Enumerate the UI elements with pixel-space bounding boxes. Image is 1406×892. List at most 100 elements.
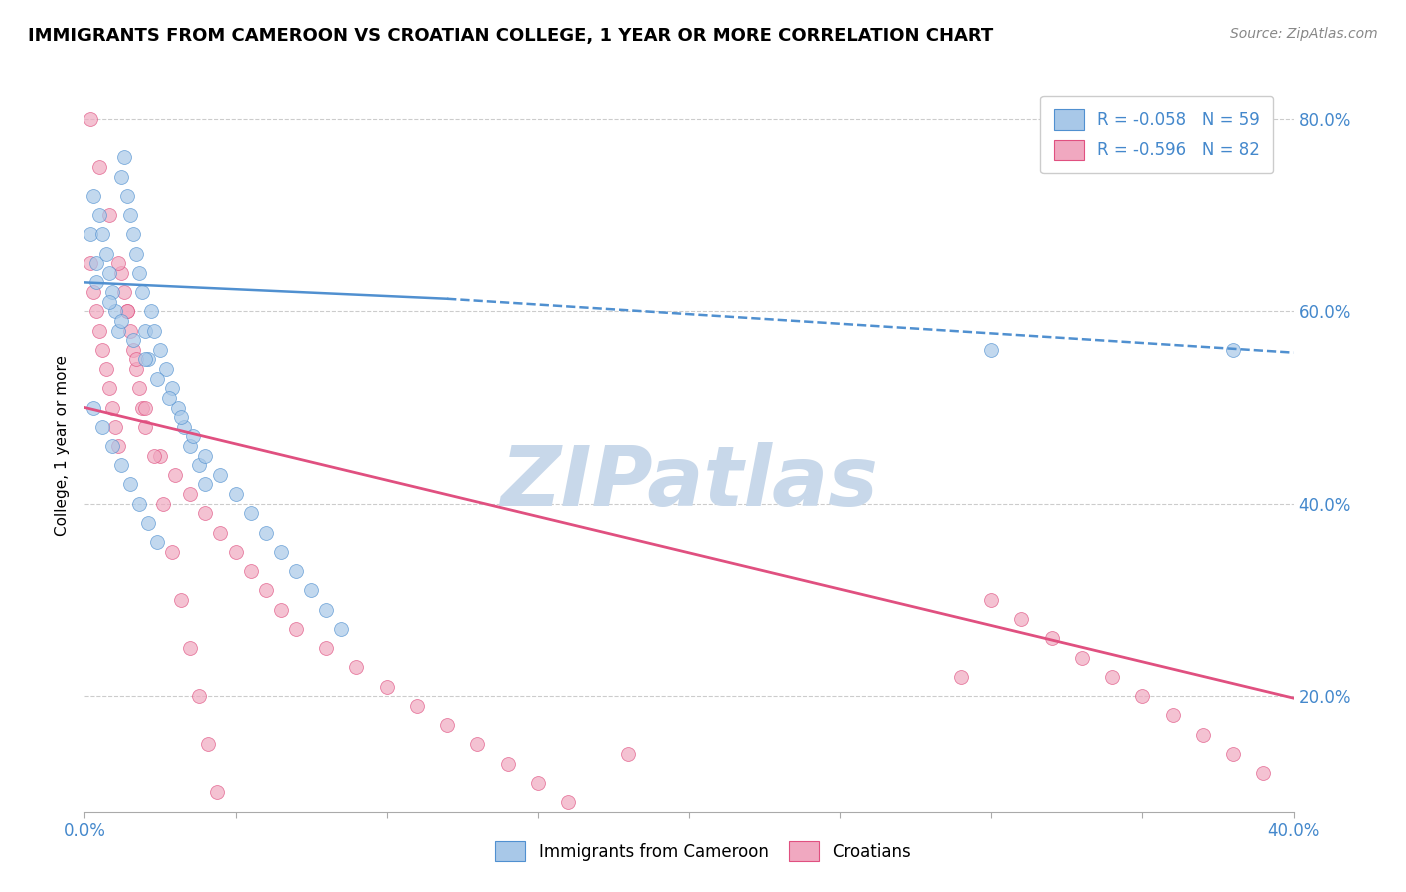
Point (188, 690, 211, 704)
Legend: R = -0.058   N = 59, R = -0.596   N = 82: R = -0.058 N = 59, R = -0.596 N = 82 (1040, 96, 1272, 173)
Point (215, 833, 238, 847)
Point (225, 545, 247, 559)
Point (239, 564, 262, 578)
Point (375, 680, 398, 694)
Point (134, 401, 156, 415)
Point (142, 449, 165, 463)
Point (239, 507, 262, 521)
Point (285, 622, 308, 636)
Point (890, 872, 912, 887)
Point (285, 564, 308, 578)
Point (107, 256, 129, 270)
Point (118, 208, 141, 222)
Point (110, 458, 132, 473)
Point (89, 324, 111, 338)
Point (254, 872, 277, 887)
Point (194, 507, 217, 521)
Text: IMMIGRANTS FROM CAMEROON VS CROATIAN COLLEGE, 1 YEAR OR MORE CORRELATION CHART: IMMIGRANTS FROM CAMEROON VS CROATIAN COL… (28, 27, 994, 45)
Point (769, 872, 792, 887)
Point (173, 419, 195, 434)
Point (799, 872, 821, 887)
Point (225, 853, 247, 867)
Point (299, 583, 322, 598)
Point (950, 670, 973, 684)
Point (134, 324, 156, 338)
Point (980, 593, 1002, 607)
Point (648, 853, 671, 867)
Point (254, 583, 277, 598)
Point (1101, 670, 1123, 684)
Point (165, 467, 187, 482)
Point (115, 304, 138, 318)
Point (139, 304, 162, 318)
Point (315, 641, 337, 656)
Point (94, 362, 117, 376)
Point (1011, 612, 1033, 626)
Point (86, 256, 108, 270)
Point (89, 160, 111, 174)
Point (179, 439, 201, 453)
Point (112, 285, 135, 299)
Point (157, 391, 180, 405)
Point (121, 343, 143, 357)
Point (134, 419, 156, 434)
Point (89, 208, 111, 222)
Point (709, 872, 731, 887)
Point (100, 401, 122, 415)
Point (125, 246, 148, 260)
Point (194, 449, 217, 463)
Point (167, 401, 190, 415)
Point (91, 227, 114, 242)
Point (149, 449, 172, 463)
Point (617, 833, 640, 847)
Point (110, 169, 132, 184)
Point (346, 660, 368, 674)
Point (128, 497, 150, 511)
Point (194, 477, 217, 491)
Point (1222, 747, 1244, 761)
Point (118, 324, 141, 338)
Point (121, 227, 143, 242)
Point (179, 487, 201, 501)
Point (678, 863, 700, 877)
Point (118, 477, 141, 491)
Point (115, 304, 138, 318)
Point (188, 458, 211, 473)
Point (104, 419, 127, 434)
Point (128, 381, 150, 395)
Point (1192, 728, 1215, 742)
Point (1253, 766, 1275, 780)
Point (179, 641, 201, 656)
Point (197, 737, 219, 751)
Point (131, 285, 153, 299)
Point (588, 814, 610, 829)
Text: ZIPatlas: ZIPatlas (501, 442, 877, 523)
Point (617, 747, 640, 761)
Point (270, 545, 292, 559)
Point (557, 795, 579, 809)
Point (86, 276, 108, 290)
Point (920, 872, 942, 887)
Point (1040, 632, 1063, 646)
Point (170, 593, 193, 607)
Text: Source: ZipAtlas.com: Source: ZipAtlas.com (1230, 27, 1378, 41)
Point (225, 487, 247, 501)
Point (315, 872, 337, 887)
Point (100, 439, 122, 453)
Point (1130, 690, 1153, 704)
Point (830, 872, 852, 887)
Point (91, 419, 114, 434)
Point (149, 343, 172, 357)
Point (79, 227, 101, 242)
Point (146, 371, 169, 385)
Point (79, 256, 101, 270)
Point (207, 785, 229, 799)
Point (209, 525, 232, 540)
Point (82, 188, 104, 202)
Point (104, 304, 127, 318)
Point (436, 718, 458, 732)
Point (160, 545, 183, 559)
Point (125, 352, 148, 367)
Point (107, 324, 129, 338)
Point (181, 429, 204, 443)
